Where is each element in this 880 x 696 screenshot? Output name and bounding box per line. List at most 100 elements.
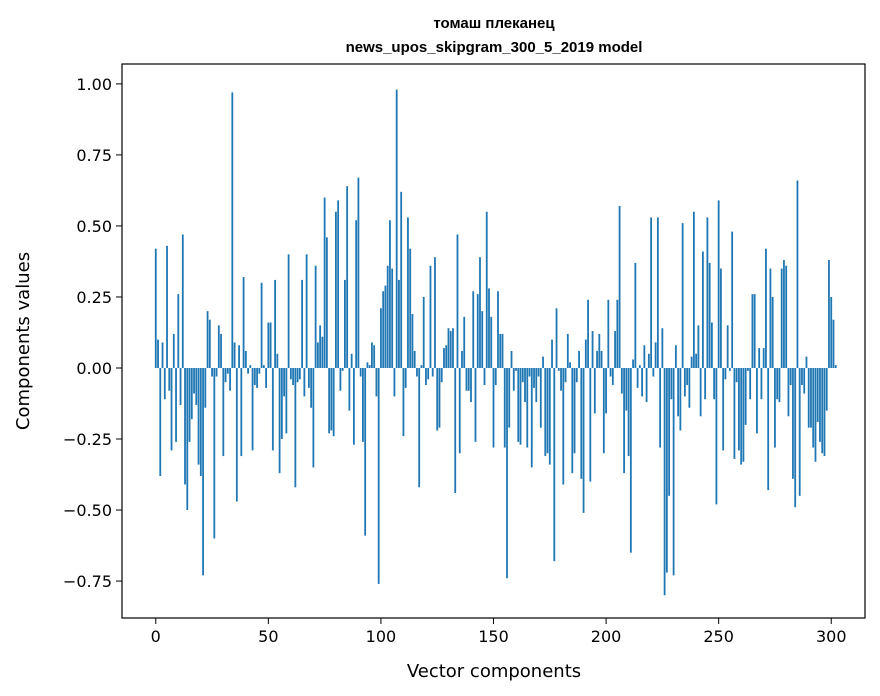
- bar: [368, 365, 371, 368]
- bar: [765, 248, 767, 368]
- bar: [542, 356, 544, 368]
- bar: [404, 367, 407, 388]
- bar: [510, 350, 513, 368]
- x-axis-ticks: 0 50 100 150 200 250 300: [151, 618, 847, 646]
- bar: [188, 367, 191, 442]
- bar: [267, 322, 270, 368]
- bar: [526, 367, 529, 448]
- bar: [382, 291, 385, 368]
- bar: [436, 367, 439, 431]
- bar: [371, 342, 373, 368]
- bar: [533, 367, 535, 388]
- bar: [217, 325, 220, 368]
- x-tick-label: 100: [366, 627, 397, 646]
- bar: [175, 367, 177, 442]
- bar: [452, 328, 454, 368]
- bar: [519, 367, 522, 445]
- bar: [328, 367, 331, 434]
- bar: [767, 367, 770, 491]
- bar: [499, 333, 502, 368]
- bar: [771, 296, 774, 368]
- bar: [629, 367, 632, 553]
- bar: [258, 367, 261, 374]
- bar: [490, 316, 493, 368]
- bar: [179, 367, 182, 405]
- bar: [161, 342, 164, 368]
- bar: [278, 367, 281, 474]
- bar: [742, 367, 745, 462]
- bar: [794, 367, 797, 508]
- bar: [580, 367, 583, 479]
- bar: [186, 367, 189, 511]
- bar: [247, 367, 249, 374]
- bar: [251, 367, 254, 451]
- bar: [564, 367, 567, 383]
- bar: [537, 367, 540, 377]
- bar: [508, 367, 511, 428]
- bar: [774, 367, 776, 448]
- bar: [407, 217, 409, 368]
- bar: [686, 367, 689, 386]
- bar: [431, 367, 434, 377]
- bar: [571, 367, 574, 474]
- bar: [289, 367, 292, 380]
- bar: [249, 365, 252, 368]
- y-axis-ticks: −0.75 −0.50 −0.25 0.00 0.25 0.50 0.75 1.00: [63, 75, 122, 591]
- bar: [643, 345, 646, 368]
- bar: [650, 217, 653, 368]
- bar: [810, 367, 812, 428]
- bar: [632, 359, 634, 368]
- bar: [690, 356, 693, 368]
- bar: [231, 92, 234, 368]
- bar: [607, 299, 610, 368]
- bar: [294, 367, 297, 488]
- bar: [359, 367, 362, 377]
- bar: [792, 367, 794, 479]
- bar: [422, 296, 425, 368]
- bar: [733, 367, 736, 459]
- x-tick-label: 0: [151, 627, 161, 646]
- bar: [661, 328, 664, 368]
- bar: [609, 367, 612, 377]
- bar: [744, 367, 747, 425]
- bar: [285, 367, 288, 434]
- bar: [494, 367, 497, 386]
- bar: [485, 211, 488, 368]
- bar: [819, 367, 821, 442]
- y-tick-label: −0.25: [63, 430, 112, 449]
- bar: [789, 367, 792, 386]
- plot-frame: [121, 63, 866, 619]
- bar: [656, 217, 659, 368]
- bar: [654, 342, 657, 368]
- bar: [758, 348, 761, 368]
- bar: [665, 367, 668, 573]
- bar: [769, 268, 772, 368]
- bar: [434, 257, 436, 368]
- bar: [418, 367, 421, 488]
- bar: [503, 367, 506, 448]
- bar: [600, 350, 603, 368]
- bar: [724, 367, 727, 380]
- y-tick-label: 0.25: [76, 288, 112, 307]
- bar: [699, 367, 702, 417]
- bar: [578, 350, 580, 368]
- bar: [283, 367, 286, 397]
- bar: [411, 314, 414, 368]
- bar: [497, 291, 499, 368]
- bar: [645, 367, 648, 403]
- bar: [438, 367, 441, 428]
- bar: [190, 367, 193, 420]
- bar: [213, 367, 216, 539]
- bar: [337, 200, 340, 368]
- bar: [562, 367, 565, 485]
- bar: [199, 367, 202, 476]
- chart-title: томаш плеканец: [433, 15, 555, 32]
- bar: [747, 367, 749, 371]
- bar: [816, 367, 819, 422]
- bar: [830, 296, 833, 368]
- bar: [425, 367, 427, 386]
- y-tick-label: −0.75: [63, 572, 112, 591]
- bar: [828, 260, 830, 368]
- bar: [796, 180, 799, 368]
- bar: [521, 367, 524, 383]
